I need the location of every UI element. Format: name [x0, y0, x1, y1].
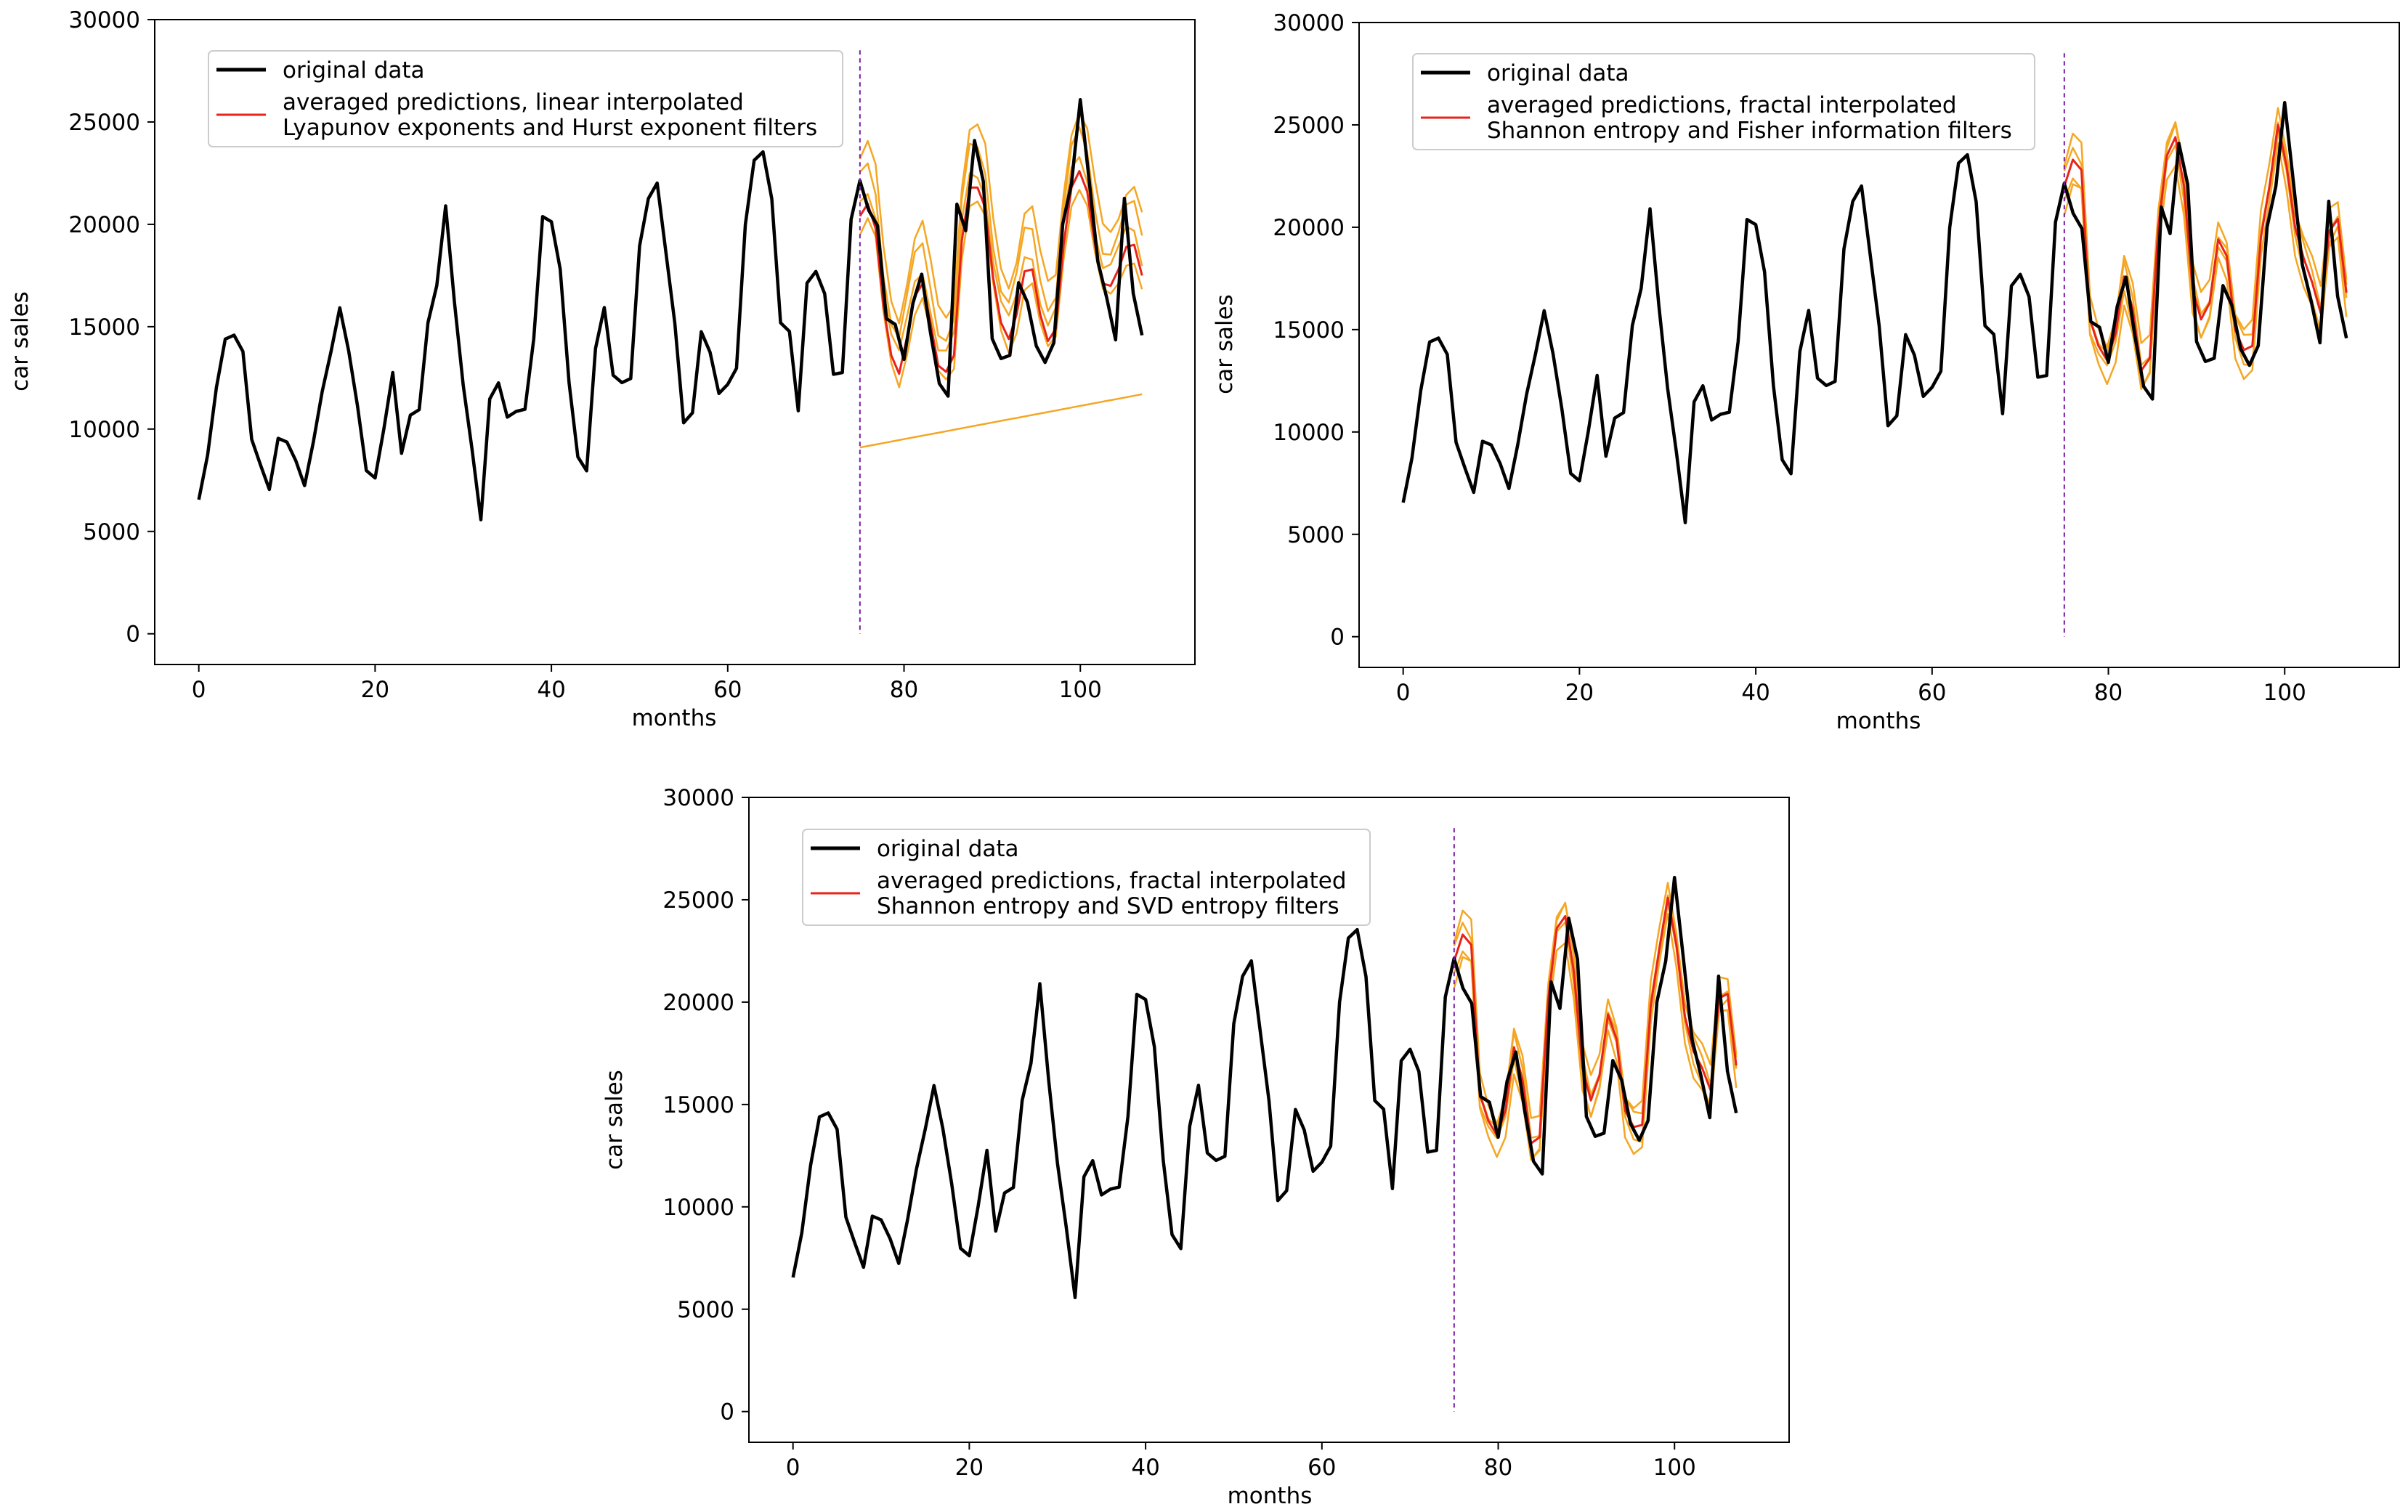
x-axis-ticks: 0 20 40 60 80 100 [1396, 667, 2306, 706]
legend: original data averaged predictions, frac… [1412, 53, 2035, 150]
x-tick-label: 20 [361, 677, 389, 703]
legend-frame [1412, 53, 2035, 150]
legend-label-averaged-line2: Lyapunov exponents and Hurst exponent fi… [283, 115, 817, 141]
x-tick-label: 80 [890, 677, 918, 703]
ensemble-prediction-line [859, 126, 1143, 342]
legend-label-averaged-line1: averaged predictions, fractal interpolat… [877, 868, 1347, 894]
legend: original data averaged predictions, frac… [802, 829, 1371, 926]
x-tick-label: 80 [2094, 680, 2123, 706]
x-axis-label: months [1836, 708, 1921, 734]
chart-panel-lyapunov-hurst: 0 20 40 60 80 100 0 5000 10000 15000 20000 25000 30… [7, 7, 1196, 731]
y-tick-label: 10000 [68, 417, 140, 443]
y-tick-label: 15000 [68, 314, 140, 341]
x-tick-label: 20 [1565, 680, 1594, 706]
legend-label-original: original data [877, 836, 1019, 862]
x-tick-label: 0 [1396, 680, 1411, 706]
y-axis-ticks: 0 5000 10000 15000 20000 25000 30000 [68, 7, 155, 648]
chart-panel-shannon-svd: 0 20 40 60 80 100 0 5000 10000 15000 20000 25000 30… [601, 785, 1790, 1509]
x-tick-label: 100 [1653, 1455, 1696, 1481]
original-data-line [1401, 101, 2348, 524]
original-data-line [197, 98, 1144, 521]
original-data-line [1401, 101, 2348, 524]
y-tick-label: 30000 [662, 785, 734, 811]
chart-panel-shannon-fisher: 0 20 40 60 80 100 0 5000 10000 15000 20000 25000 30… [1212, 10, 2400, 734]
y-axis-label: car sales [7, 291, 33, 391]
x-tick-label: 40 [1741, 680, 1769, 706]
flat-prediction-line [859, 393, 1143, 449]
y-tick-label: 10000 [662, 1195, 734, 1221]
y-tick-label: 30000 [68, 7, 140, 33]
y-tick-label: 20000 [662, 990, 734, 1016]
y-axis-ticks: 0 5000 10000 15000 20000 25000 30000 [1273, 10, 1359, 651]
x-axis-label: months [1228, 1483, 1313, 1509]
x-tick-label: 40 [537, 677, 565, 703]
x-tick-label: 60 [713, 677, 742, 703]
y-tick-label: 20000 [68, 212, 140, 238]
y-tick-label: 30000 [1273, 10, 1345, 36]
y-tick-label: 25000 [662, 887, 734, 914]
plot-frame [154, 19, 1196, 665]
legend-label-original: original data [283, 57, 425, 84]
legend-label-averaged-line1: averaged predictions, linear interpolate… [283, 89, 744, 115]
x-axis-ticks: 0 20 40 60 80 100 [786, 1442, 1696, 1481]
axes-frame [1358, 22, 2400, 668]
y-tick-label: 20000 [1273, 215, 1345, 241]
flat-prediction-line [859, 393, 1143, 449]
x-tick-label: 40 [1131, 1455, 1159, 1481]
axes-frame [154, 19, 1196, 665]
y-axis-label: car sales [601, 1070, 628, 1170]
ensemble-prediction-line [2063, 142, 2348, 390]
ensemble-prediction-lines [859, 112, 1143, 389]
legend-label-averaged-line2: Shannon entropy and SVD entropy filters [877, 893, 1339, 919]
x-tick-label: 60 [1918, 680, 1946, 706]
x-tick-label: 0 [786, 1455, 800, 1481]
ensemble-prediction-line [1453, 912, 1738, 1161]
x-axis-label: months [632, 705, 717, 731]
original-data-line [197, 98, 1144, 521]
y-tick-label: 5000 [677, 1297, 734, 1323]
y-tick-label: 15000 [1273, 317, 1345, 344]
y-tick-label: 10000 [1273, 420, 1345, 446]
y-tick-label: 25000 [68, 110, 140, 136]
plot-frame [1358, 22, 2400, 668]
ensemble-prediction-line [859, 112, 1143, 325]
y-tick-label: 0 [1330, 625, 1345, 651]
x-tick-label: 60 [1308, 1455, 1336, 1481]
ensemble-prediction-line [859, 189, 1143, 389]
y-axis-label: car sales [1212, 294, 1238, 394]
axes-frame [748, 797, 1790, 1443]
x-axis-ticks: 0 20 40 60 80 100 [192, 664, 1102, 703]
x-tick-label: 0 [192, 677, 206, 703]
legend-label-averaged-line2: Shannon entropy and Fisher information f… [1487, 118, 2012, 144]
original-data-line [791, 876, 1738, 1299]
x-tick-label: 100 [1059, 677, 1102, 703]
x-tick-label: 80 [1484, 1455, 1512, 1481]
legend-label-averaged-line1: averaged predictions, fractal interpolat… [1487, 92, 1957, 118]
y-tick-label: 5000 [1287, 522, 1345, 548]
y-tick-label: 15000 [662, 1092, 734, 1118]
plot-frame [748, 797, 1790, 1443]
y-tick-label: 0 [720, 1399, 734, 1426]
original-data-line [791, 876, 1738, 1299]
legend-frame [208, 50, 843, 147]
x-tick-label: 20 [955, 1455, 984, 1481]
y-axis-ticks: 0 5000 10000 15000 20000 25000 30000 [662, 785, 749, 1426]
x-tick-label: 100 [2263, 680, 2306, 706]
legend: original data averaged predictions, line… [208, 50, 843, 147]
y-tick-label: 5000 [83, 519, 140, 545]
y-tick-label: 0 [126, 622, 140, 648]
y-tick-label: 25000 [1273, 113, 1345, 139]
legend-frame [802, 829, 1371, 926]
legend-label-original: original data [1487, 60, 1629, 86]
